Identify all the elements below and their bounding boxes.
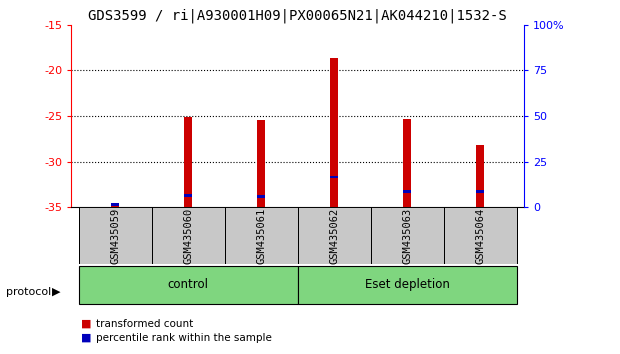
Bar: [184, 117, 192, 207]
FancyBboxPatch shape: [298, 266, 516, 304]
FancyBboxPatch shape: [79, 266, 298, 304]
Text: GDS3599 / ri|A930001H09|PX00065N21|AK044210|1532-S: GDS3599 / ri|A930001H09|PX00065N21|AK044…: [88, 9, 507, 23]
Text: GSM435062: GSM435062: [329, 207, 339, 263]
Bar: [152, 207, 224, 264]
Text: control: control: [167, 279, 208, 291]
Text: GSM435064: GSM435064: [475, 207, 485, 263]
Text: ▶: ▶: [52, 287, 61, 297]
Text: GSM435059: GSM435059: [110, 207, 120, 263]
Bar: [330, 176, 339, 178]
Text: ■: ■: [81, 333, 91, 343]
Text: GSM435060: GSM435060: [183, 207, 193, 263]
Bar: [403, 190, 412, 193]
Bar: [476, 145, 484, 207]
Bar: [79, 207, 152, 264]
Bar: [443, 207, 516, 264]
Bar: [224, 207, 298, 264]
Bar: [257, 195, 265, 198]
Bar: [371, 207, 443, 264]
Text: protocol: protocol: [6, 287, 51, 297]
Bar: [476, 190, 484, 193]
Text: transformed count: transformed count: [96, 319, 193, 329]
Bar: [111, 205, 120, 207]
Text: GSM435061: GSM435061: [256, 207, 266, 263]
Bar: [257, 120, 265, 207]
Bar: [111, 203, 120, 206]
Text: GSM435063: GSM435063: [402, 207, 412, 263]
Text: Eset depletion: Eset depletion: [365, 279, 450, 291]
Bar: [298, 207, 371, 264]
Bar: [403, 119, 412, 207]
Bar: [330, 58, 339, 207]
Bar: [184, 194, 192, 196]
Text: percentile rank within the sample: percentile rank within the sample: [96, 333, 272, 343]
Text: ■: ■: [81, 319, 91, 329]
